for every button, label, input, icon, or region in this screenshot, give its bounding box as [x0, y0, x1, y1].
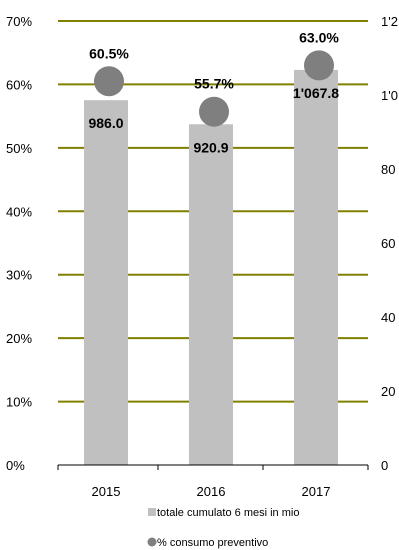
x-tick-label: 2015	[92, 484, 121, 499]
legend-label-marker: % consumo preventivo	[157, 537, 268, 549]
marker-value-label: 55.7%	[194, 76, 234, 92]
x-tick-label: 2016	[197, 484, 226, 499]
y-left-tick-label: 50%	[6, 141, 32, 156]
marker-series	[94, 50, 334, 127]
y-right-tick-label: 1'2	[381, 14, 398, 29]
y-right-tick-label: 60	[381, 236, 395, 251]
y-left-tick-label: 30%	[6, 268, 32, 283]
x-tick-label: 2017	[302, 484, 331, 499]
marker-point	[304, 50, 334, 81]
bar-value-label: 1'067.8	[293, 85, 339, 101]
legend-swatch-marker	[147, 537, 157, 547]
marker-value-label: 60.5%	[89, 45, 129, 61]
bar	[294, 69, 338, 465]
legend-swatch-bar	[148, 508, 156, 516]
y-left-tick-label: 60%	[6, 77, 32, 92]
y-right-tick-label: 0	[381, 458, 388, 473]
legend-label-bar: totale cumulato 6 mesi in mio	[157, 507, 299, 519]
y-left-tick-label: 0%	[6, 458, 25, 473]
bar	[84, 100, 128, 466]
bar	[189, 124, 233, 465]
bar-value-label: 986.0	[88, 115, 123, 131]
legend: totale cumulato 6 mesi in mio % consumo …	[147, 507, 299, 549]
marker-point	[199, 96, 229, 127]
y-right-tick-label: 1'0	[381, 88, 398, 103]
y-right-tick-label: 20	[381, 384, 395, 399]
y-right-tick-label: 80	[381, 162, 395, 177]
bar-series	[84, 69, 338, 466]
y-left-tick-label: 20%	[6, 331, 32, 346]
y-left-tick-label: 40%	[6, 204, 32, 219]
data-labels: 986.0 920.9 1'067.8 60.5% 55.7% 63.0%	[88, 29, 339, 155]
y-left-tick-label: 70%	[6, 14, 32, 29]
marker-value-label: 63.0%	[299, 29, 339, 45]
y-left-tick-label: 10%	[6, 395, 32, 410]
axes: 0% 10% 20% 30% 40% 50% 60% 70% 0 20 40 60 80 1'0 1'2 20…	[6, 14, 398, 499]
bar-value-label: 920.9	[193, 139, 228, 155]
marker-point	[94, 66, 124, 97]
y-right-tick-label: 40	[381, 310, 395, 325]
